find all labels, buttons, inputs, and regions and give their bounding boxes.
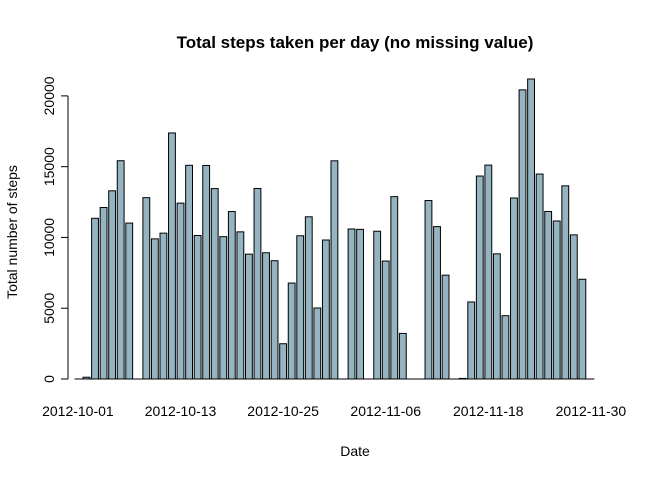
y-tick-label: 20000 (41, 76, 57, 115)
bar-2012-11-03 (356, 228, 364, 380)
bar-2012-10-06 (116, 160, 125, 380)
bar-2012-11-23 (527, 78, 535, 380)
bar-2012-11-16 (467, 301, 476, 380)
bar-2012-10-22 (253, 187, 262, 380)
bar-2012-11-07 (390, 196, 399, 380)
bar-2012-10-07 (125, 222, 134, 380)
bar-2012-10-31 (330, 160, 339, 380)
bar-2012-11-22 (518, 89, 527, 380)
bar-2012-11-20 (501, 315, 510, 380)
bar-2012-11-11 (424, 200, 433, 380)
bar-2012-10-14 (185, 164, 193, 380)
bar-2012-10-18 (219, 236, 228, 380)
bar-2012-11-06 (381, 260, 390, 380)
x-tick-label: 2012-10-25 (247, 403, 319, 419)
bar-2012-11-29 (578, 278, 587, 380)
y-tick-label: 5000 (41, 292, 57, 323)
bar-2012-11-26 (552, 220, 561, 380)
x-axis: 2012-10-01 2012-10-13 2012-10-25 2012-11-06… (42, 378, 627, 419)
bar-2012-10-12 (168, 132, 176, 380)
bar-2012-10-21 (245, 253, 253, 380)
bar-2012-10-13 (176, 202, 185, 380)
bar-2012-11-02 (347, 228, 356, 380)
bar-2012-10-05 (108, 190, 117, 380)
x-tick-label: 2012-11-06 (350, 403, 421, 419)
x-tick-label: 2012-10-13 (145, 403, 217, 419)
bar-2012-10-25 (279, 343, 288, 380)
bar-2012-11-27 (561, 185, 570, 380)
bar-2012-10-28 (304, 216, 313, 380)
y-tick-label: 10000 (41, 218, 57, 257)
bar-2012-11-19 (492, 253, 501, 380)
bar-2012-10-19 (227, 211, 236, 380)
y-axis-label: Total number of steps (4, 165, 20, 299)
bar-2012-10-23 (262, 252, 270, 380)
bar-2012-10-03 (91, 217, 99, 380)
x-axis-label: Date (340, 443, 370, 459)
bars-group (82, 78, 587, 380)
bar-2012-11-24 (535, 173, 544, 380)
bar-2012-10-20 (236, 231, 245, 380)
bar-2012-10-29 (313, 307, 322, 380)
bar-2012-11-21 (510, 197, 518, 380)
y-axis: 0 5000 10000 15000 20000 (41, 76, 69, 383)
bar-2012-10-09 (142, 197, 151, 380)
bar-2012-11-17 (475, 175, 484, 380)
bar-2012-10-16 (202, 164, 211, 380)
bar-2012-11-13 (441, 274, 450, 380)
bar-2012-11-08 (398, 332, 407, 380)
bar-2012-11-28 (569, 234, 578, 380)
bar-2012-11-05 (373, 230, 382, 380)
bar-2012-10-24 (270, 260, 279, 380)
bar-2012-10-04 (99, 207, 108, 380)
y-tick-label: 15000 (41, 147, 57, 186)
x-tick-label: 2012-11-18 (453, 403, 524, 419)
y-tick-label: 0 (41, 375, 57, 383)
bar-2012-11-12 (433, 226, 441, 380)
x-tick-label: 2012-10-01 (42, 403, 114, 419)
bar-2012-10-30 (321, 239, 330, 380)
chart-title: Total steps taken per day (no missing va… (177, 33, 534, 52)
bar-2012-11-18 (484, 164, 493, 380)
bar-2012-10-11 (159, 232, 168, 380)
bar-2012-10-15 (193, 234, 202, 380)
bar-2012-10-10 (150, 238, 159, 380)
bar-2012-10-26 (287, 282, 296, 380)
bar-2012-10-17 (210, 188, 219, 380)
bar-2012-10-27 (296, 235, 305, 380)
x-tick-label: 2012-11-30 (556, 403, 627, 419)
bar-2012-11-25 (544, 210, 553, 380)
